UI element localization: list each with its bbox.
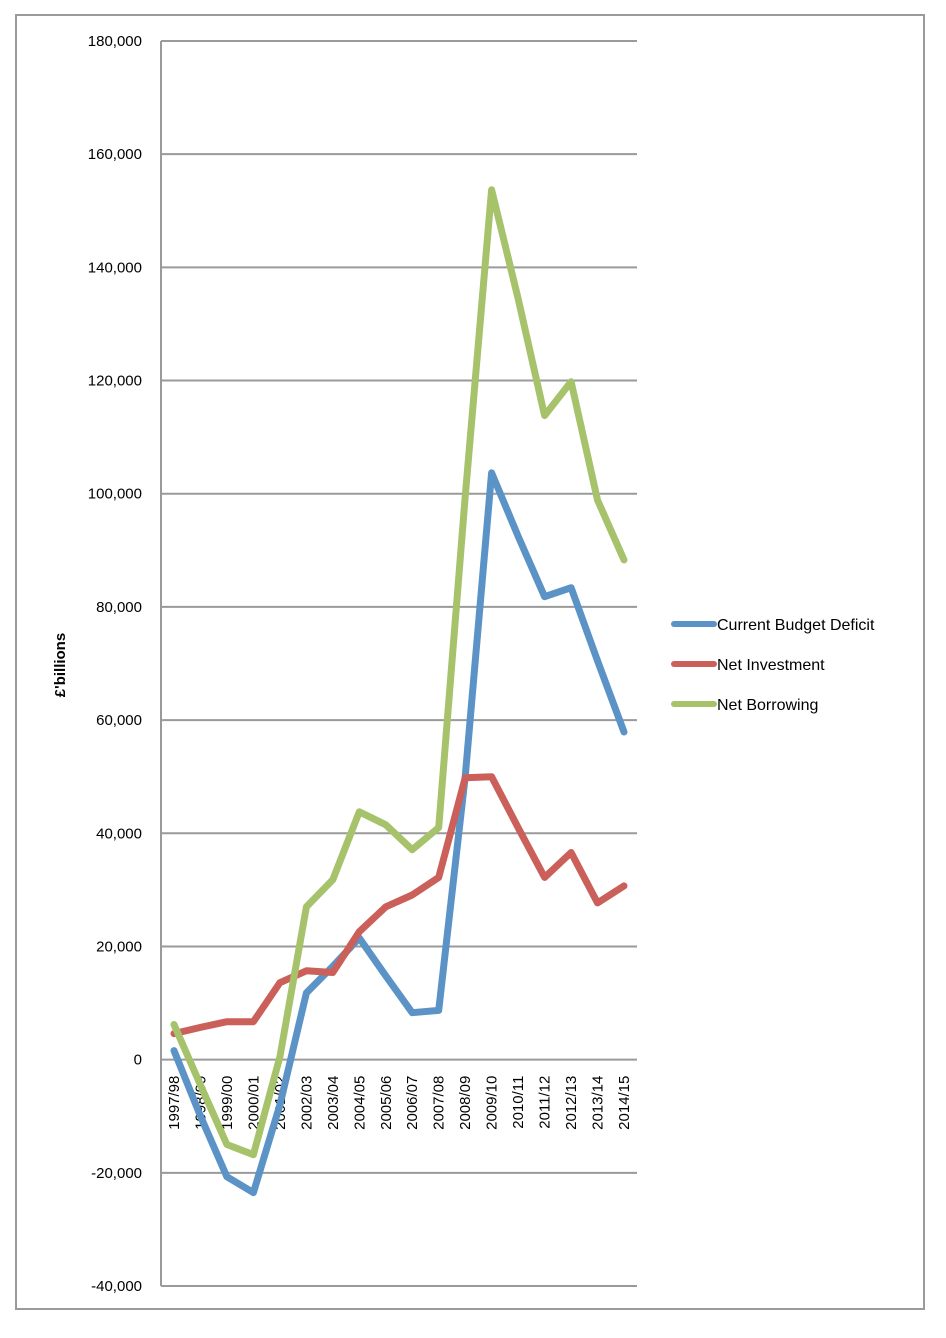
- series-line-net-borrowing: [170, 186, 628, 1159]
- y-tick-labels: 180,000 160,000 140,000 120,000 100,000 80,00…: [88, 33, 142, 1295]
- y-tick-label: 100,000: [88, 486, 142, 503]
- y-axis-label: £'billions: [52, 633, 69, 697]
- x-tick-labels: 1997/98 1998/99 1999/00 2000/01 2001/02 2002/…: [166, 1076, 633, 1130]
- legend-label: Net Investment: [717, 657, 825, 674]
- series-line-net-investment: [170, 773, 628, 1038]
- series-lines: [170, 186, 628, 1197]
- y-tick-label: 20,000: [96, 938, 142, 955]
- x-tick-label: 2007/08: [431, 1076, 448, 1130]
- x-tick-label: 2013/14: [590, 1076, 607, 1130]
- series-line-current-budget-deficit: [170, 469, 628, 1197]
- x-tick-label: 2008/09: [457, 1076, 474, 1130]
- y-tick-label: 80,000: [96, 599, 142, 616]
- legend-label: Net Borrowing: [717, 697, 818, 714]
- y-tick-label: 60,000: [96, 712, 142, 729]
- chart-frame: [15, 14, 925, 1310]
- x-tick-label: 2000/01: [245, 1076, 262, 1130]
- y-tick-label: 140,000: [88, 259, 142, 276]
- x-tick-label: 1997/98: [166, 1076, 183, 1130]
- x-tick-label: 2003/04: [325, 1076, 342, 1130]
- x-tick-label: 2012/13: [563, 1076, 580, 1130]
- x-tick-label: 2009/10: [484, 1076, 501, 1130]
- x-tick-label: 2004/05: [351, 1076, 368, 1130]
- x-tick-label: 1999/00: [219, 1076, 236, 1130]
- x-tick-label: 2011/12: [537, 1076, 554, 1129]
- x-tick-label: 2005/06: [378, 1076, 395, 1130]
- y-tick-label: -20,000: [91, 1165, 142, 1182]
- y-tick-label: 180,000: [88, 33, 142, 50]
- x-tick-label: 2010/11: [510, 1076, 527, 1129]
- y-tick-label: 40,000: [96, 825, 142, 842]
- legend: Current Budget Deficit Net Investment Net …: [671, 617, 875, 714]
- x-tick-label: 2002/03: [298, 1076, 315, 1130]
- y-tick-label: -40,000: [91, 1278, 142, 1295]
- y-tick-label: 120,000: [88, 373, 142, 390]
- y-tick-label: 160,000: [88, 146, 142, 163]
- x-tick-label: 2014/15: [616, 1076, 633, 1130]
- legend-label: Current Budget Deficit: [717, 617, 875, 634]
- gridlines: [161, 40, 637, 1287]
- x-tick-label: 2006/07: [404, 1076, 421, 1130]
- y-tick-label: 0: [134, 1052, 142, 1069]
